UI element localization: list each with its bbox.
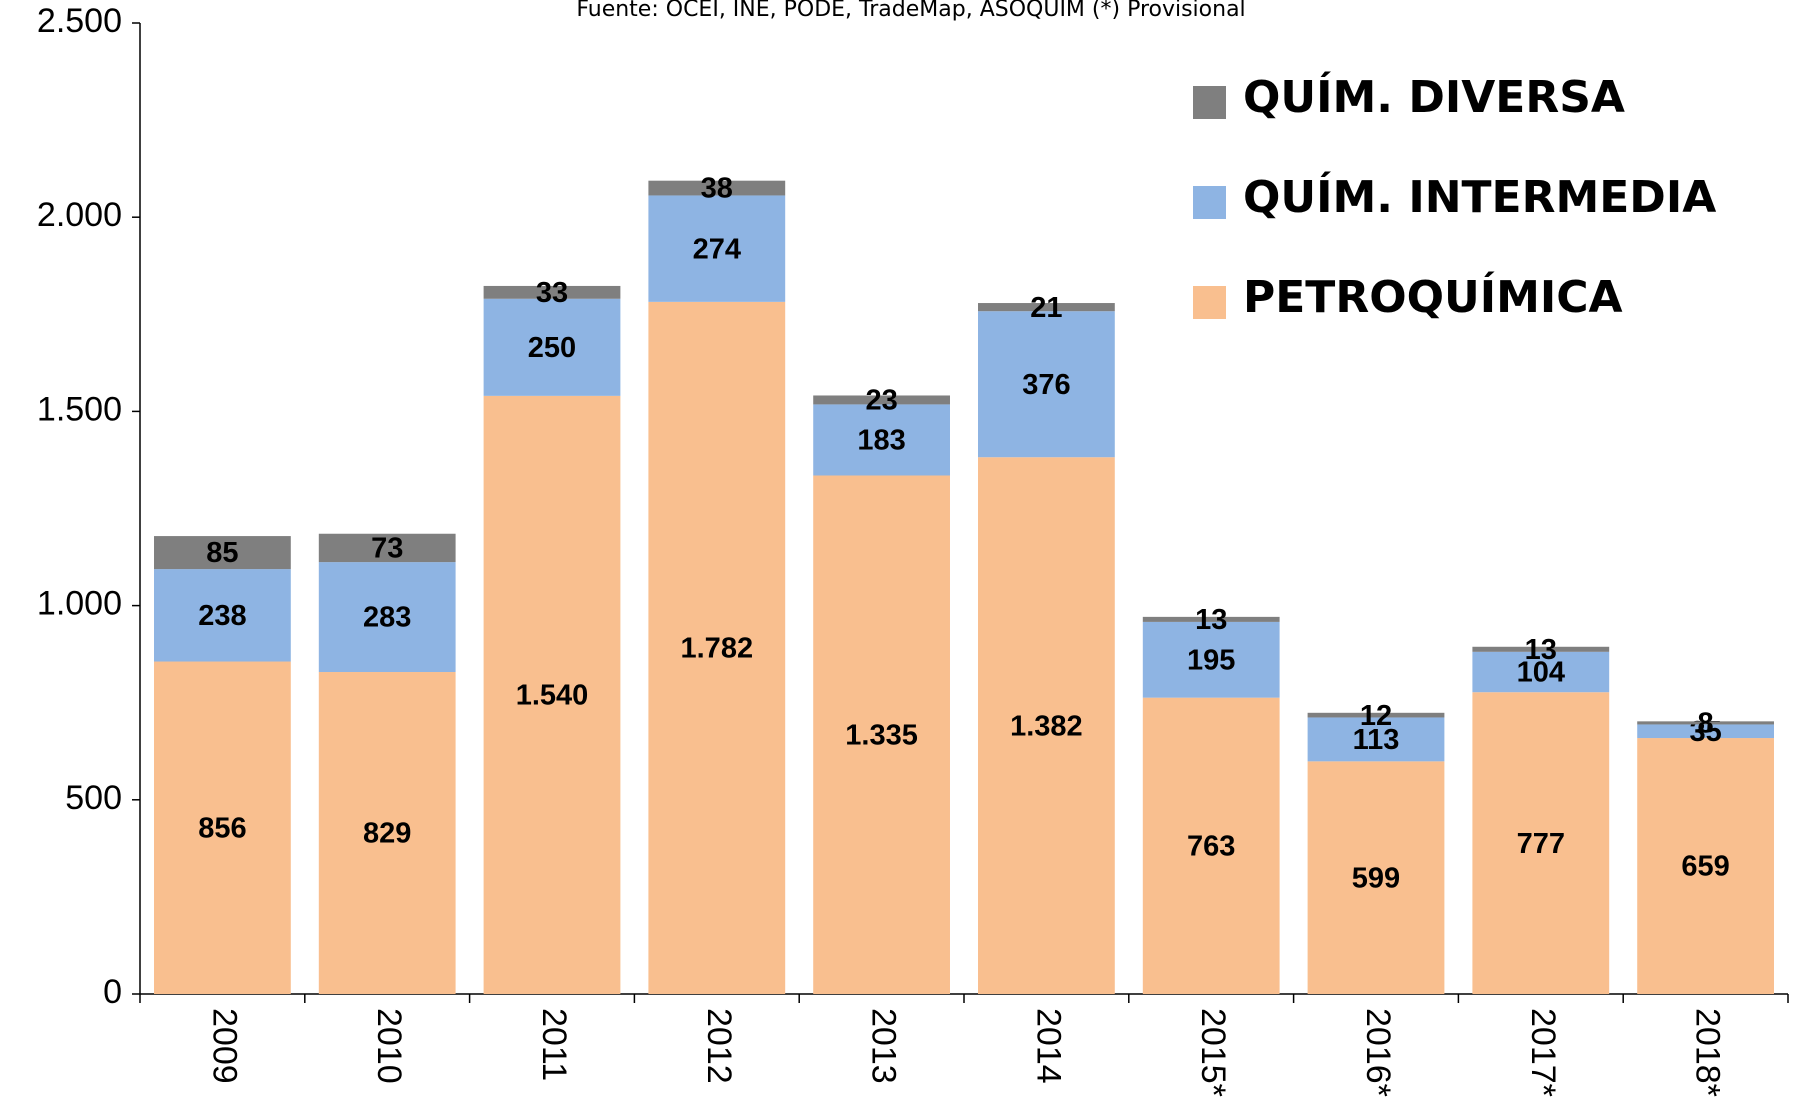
data-label: 1.782 [681,633,754,665]
y-tick-label: 500 [65,779,122,817]
data-label: 195 [1187,644,1235,676]
data-label: 13 [1525,634,1557,666]
bar-segment [1142,616,1280,622]
x-tick-label: 2013 [865,1008,903,1084]
bar-segment [648,180,786,196]
bar-segment [1472,692,1610,994]
bar-segment [483,285,621,299]
y-tick-label: 1.500 [37,390,122,428]
y-tick-label: 2.500 [37,2,122,40]
bar-segment [1307,717,1445,762]
chart-subtitle: Fuente: OCEI, INE, PODE, TradeMap, ASOQU… [576,0,1245,22]
data-label: 38 [701,173,733,205]
bar-segment [154,536,291,570]
data-label: 23 [865,385,897,417]
data-label: 856 [198,812,246,844]
data-label: 183 [857,425,905,457]
data-label: 104 [1517,657,1565,689]
data-label: 13 [1195,604,1227,636]
x-tick-label: 2011 [535,1008,573,1081]
x-tick-label: 2015* [1194,1008,1232,1097]
bar-segment [813,395,950,405]
bar-segment [1637,721,1774,725]
bar-segment [813,475,950,995]
bar-segment [1142,621,1280,698]
y-tick-label: 2.000 [37,196,122,234]
bar-segment [318,672,456,994]
x-tick-label: 2014 [1029,1008,1067,1084]
bar-segment [483,395,621,994]
legend-label: QUÍM. INTERMEDIA [1243,170,1716,223]
bar-segment [1637,738,1774,994]
data-label: 659 [1681,851,1729,883]
legend-label: QUÍM. DIVERSA [1243,70,1625,123]
legend-swatch [1193,86,1226,119]
bar-segment [1472,646,1610,652]
bar-segment [648,195,786,302]
data-label: 33 [536,277,568,309]
bar-segment [1637,724,1774,739]
data-label: 113 [1353,724,1400,756]
data-label: 829 [363,818,411,850]
data-label: 376 [1022,369,1070,401]
bar-segment [978,303,1115,312]
y-tick-label: 1.000 [37,585,122,623]
legend-swatch [1193,186,1226,219]
data-label: 1.382 [1010,710,1083,742]
data-label: 21 [1030,292,1062,324]
bar-segment [978,311,1115,458]
data-label: 283 [363,602,411,634]
data-label: 238 [198,600,246,632]
x-tick-label: 2016* [1359,1008,1397,1097]
bar-segment [154,661,291,994]
legend-swatch [1193,286,1226,319]
bar-segment [648,301,786,994]
data-label: 250 [528,332,576,364]
data-label: 12 [1360,700,1392,732]
x-tick-label: 2017* [1524,1008,1562,1097]
bar-segment [813,404,950,476]
bar-segment [1307,761,1445,994]
data-label: 35 [1689,716,1721,748]
data-label: 274 [693,233,741,265]
data-label: 599 [1352,862,1400,894]
legend-label: PETROQUÍMICA [1243,270,1623,323]
bar-segment [154,569,291,662]
data-label: 763 [1187,830,1235,862]
x-tick-label: 2009 [205,1008,243,1084]
x-tick-label: 2012 [700,1008,738,1084]
data-label: 8 [1698,708,1714,740]
bar-segment [318,533,456,563]
bar-segment [1142,697,1280,994]
data-label: 73 [371,533,403,565]
bar-segment [483,298,621,396]
x-tick-label: 2010 [370,1008,408,1084]
bar-segment [1307,712,1445,718]
data-label: 85 [206,537,238,569]
bar-segment [318,562,456,673]
data-label: 1.540 [516,680,589,712]
data-label: 1.335 [845,719,918,751]
bar-segment [978,457,1115,994]
y-tick-label: 0 [103,973,122,1011]
data-label: 777 [1517,828,1565,860]
x-tick-label: 2018* [1689,1008,1727,1097]
bar-segment [1472,651,1610,693]
